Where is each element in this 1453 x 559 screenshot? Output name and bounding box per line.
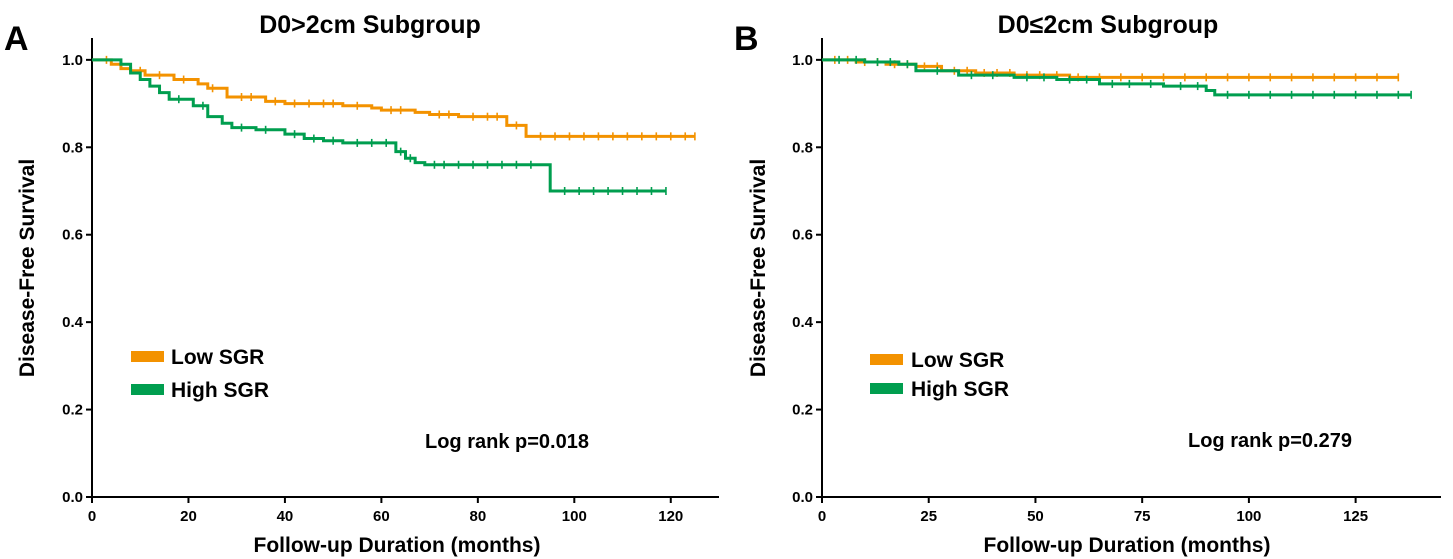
legend-label-high-sgr: High SGR [911,378,1009,401]
x-tick-label: 0 [88,508,96,525]
x-tick-label: 25 [920,508,937,525]
y-tick-label: 0.8 [792,139,813,156]
legend: Low SGR High SGR [131,346,269,402]
log-rank-annotation: Log rank p=0.279 [1188,430,1352,452]
x-tick-label: 80 [470,508,487,525]
y-tick-label: 0.4 [792,314,814,331]
legend-label-low-sgr: Low SGR [911,349,1004,372]
chart-title: D0>2cm Subgroup [259,11,481,39]
legend-swatch-high-sgr [870,383,903,394]
survival-curves [92,55,696,195]
x-tick-label: 40 [277,508,294,525]
x-tick-label: 75 [1134,508,1151,525]
panel-letter: A [4,20,29,58]
x-tick-label: 100 [562,508,587,525]
x-tick-label: 50 [1027,508,1044,525]
legend-label-low-sgr: Low SGR [171,346,264,369]
panel-b: B D0≤2cm Subgroup Disease-Free Survival … [734,11,1441,557]
chart-title: D0≤2cm Subgroup [998,11,1219,39]
y-tick-label: 0.6 [792,227,813,244]
legend: Low SGR High SGR [870,349,1009,401]
x-tick-label: 60 [373,508,390,525]
y-tick-label: 0.6 [62,227,83,244]
survival-curves [822,55,1412,99]
log-rank-annotation: Log rank p=0.018 [425,431,589,453]
y-tick-label: 0.4 [62,314,84,331]
y-tick-label: 0.2 [792,402,813,419]
axes: 0 20 40 60 80 100 120 0.0 0.2 0.4 0.6 0.8 1.0 [62,38,719,525]
survival-line-high-sgr [92,58,666,193]
panel-letter: B [734,20,759,58]
x-tick-label: 125 [1343,508,1368,525]
y-axis-label: Disease-Free Survival [16,159,39,377]
x-axis-label: Follow-up Duration (months) [984,534,1271,557]
x-tick-label: 0 [818,508,826,525]
y-tick-label: 0.0 [62,489,83,506]
y-tick-label: 1.0 [62,52,83,69]
legend-swatch-low-sgr [870,354,903,365]
y-axis-label: Disease-Free Survival [747,159,770,377]
x-tick-label: 20 [180,508,197,525]
x-tick-label: 100 [1236,508,1261,525]
legend-swatch-low-sgr [131,351,164,362]
y-tick-label: 1.0 [792,52,813,69]
y-tick-label: 0.0 [792,489,813,506]
panel-a: A D0>2cm Subgroup Disease-Free Survival … [4,11,719,557]
legend-swatch-high-sgr [131,384,164,395]
survival-line-high-sgr [822,58,1412,97]
survival-line-low-sgr [822,58,1399,79]
y-tick-label: 0.8 [62,139,83,156]
x-tick-label: 120 [658,508,683,525]
y-tick-label: 0.2 [62,402,83,419]
legend-label-high-sgr: High SGR [171,379,269,402]
x-axis-label: Follow-up Duration (months) [254,534,541,557]
axes: 0 25 50 75 100 125 0.0 0.2 0.4 0.6 0.8 1.0 [792,38,1441,525]
